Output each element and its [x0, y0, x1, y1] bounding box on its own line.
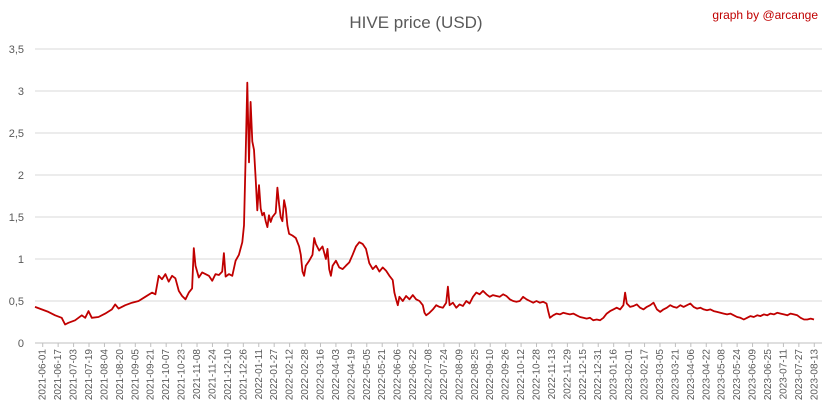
x-tick-label: 2022-08-25 [470, 349, 481, 401]
y-tick-label: 2,5 [9, 128, 24, 140]
x-tick-label: 2022-10-28 [532, 349, 543, 401]
x-axis-ticks: 2021-06-01 2021-06-17 2021-07-03 2021-07-19… [38, 343, 820, 401]
x-tick-label: 2021-06-01 [38, 349, 49, 401]
x-tick-label: 2021-08-04 [99, 349, 110, 401]
x-tick-label: 2022-09-26 [501, 349, 512, 401]
x-tick-label: 2023-07-27 [794, 349, 805, 401]
x-tick-label: 2022-01-11 [254, 349, 265, 400]
x-tick-label: 2023-02-17 [640, 349, 651, 401]
chart-title: HIVE price (USD) [349, 13, 482, 32]
x-tick-label: 2023-08-13 [809, 349, 820, 401]
y-tick-label: 1,5 [9, 212, 24, 224]
y-tick-label: 0 [18, 338, 24, 350]
x-tick-label: 2023-07-11 [778, 349, 789, 400]
x-tick-label: 2021-09-21 [146, 349, 157, 401]
x-tick-label: 2021-10-23 [177, 349, 188, 401]
x-tick-label: 2022-06-22 [408, 349, 419, 401]
x-tick-label: 2023-06-09 [748, 349, 759, 401]
gridlines [35, 48, 822, 344]
x-tick-label: 2023-04-22 [701, 349, 712, 401]
x-tick-label: 2021-12-26 [238, 349, 249, 401]
x-tick-label: 2022-09-10 [485, 349, 496, 401]
x-tick-label: 2022-05-05 [362, 349, 373, 401]
x-tick-label: 2022-04-19 [346, 349, 357, 401]
x-tick-label: 2021-06-17 [53, 349, 64, 401]
y-axis-ticks: 0 0,5 1 1,5 2 2,5 3 3,5 [9, 44, 24, 350]
x-tick-label: 2021-08-20 [115, 349, 126, 401]
x-tick-label: 2023-03-05 [655, 349, 666, 401]
x-tick-label: 2023-05-08 [717, 349, 728, 401]
x-tick-label: 2021-12-10 [223, 349, 234, 401]
x-tick-label: 2023-04-06 [686, 349, 697, 401]
x-tick-label: 2022-07-24 [439, 349, 450, 401]
x-tick-label: 2021-11-08 [192, 349, 203, 400]
y-tick-label: 1 [18, 254, 24, 266]
y-tick-label: 0,5 [9, 296, 24, 308]
x-tick-label: 2021-10-07 [161, 349, 172, 401]
x-tick-label: 2022-02-12 [285, 349, 296, 401]
x-tick-label: 2022-10-12 [516, 349, 527, 401]
y-tick-label: 2 [18, 170, 24, 182]
price-series-line [34, 81, 815, 326]
x-tick-label: 2021-11-24 [207, 349, 218, 400]
x-tick-label: 2022-11-29 [562, 349, 573, 400]
x-tick-label: 2023-02-01 [624, 349, 635, 401]
x-tick-label: 2022-04-03 [331, 349, 342, 401]
x-tick-label: 2022-11-13 [547, 349, 558, 400]
credit-label: graph by @arcange [712, 8, 818, 22]
y-tick-label: 3 [18, 86, 24, 98]
x-tick-label: 2021-07-19 [84, 349, 95, 401]
x-tick-label: 2023-06-25 [763, 349, 774, 401]
y-tick-label: 3,5 [9, 44, 24, 56]
x-tick-label: 2022-12-31 [593, 349, 604, 401]
x-tick-label: 2022-08-09 [454, 349, 465, 401]
x-tick-label: 2021-09-05 [130, 349, 141, 401]
x-tick-label: 2023-03-21 [670, 349, 681, 401]
x-tick-label: 2022-01-27 [269, 349, 280, 401]
x-tick-label: 2022-03-16 [315, 349, 326, 401]
x-tick-label: 2023-01-16 [609, 349, 620, 401]
x-tick-label: 2021-07-03 [69, 349, 80, 401]
x-tick-label: 2022-05-21 [377, 349, 388, 401]
x-tick-label: 2022-06-06 [393, 349, 404, 401]
x-tick-label: 2023-05-24 [732, 349, 743, 401]
x-tick-label: 2022-12-15 [578, 349, 589, 401]
x-tick-label: 2022-07-08 [424, 349, 435, 401]
x-tick-label: 2022-02-28 [300, 349, 311, 401]
